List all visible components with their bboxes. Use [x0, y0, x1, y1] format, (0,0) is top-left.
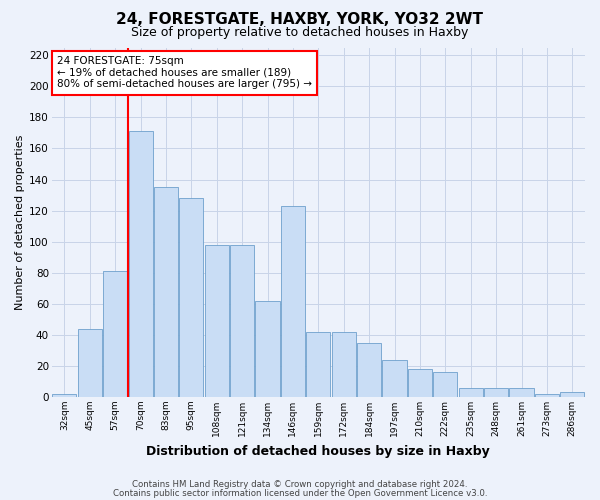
Bar [560, 392, 584, 397]
Text: 24, FORESTGATE, HAXBY, YORK, YO32 2WT: 24, FORESTGATE, HAXBY, YORK, YO32 2WT [116, 12, 484, 28]
Bar [78, 328, 102, 397]
Bar [332, 332, 356, 397]
Bar [179, 198, 203, 397]
Bar [103, 271, 127, 397]
Bar [382, 360, 407, 397]
Bar [408, 369, 432, 397]
Bar [128, 132, 152, 397]
Bar [535, 394, 559, 397]
Text: 24 FORESTGATE: 75sqm
← 19% of detached houses are smaller (189)
80% of semi-deta: 24 FORESTGATE: 75sqm ← 19% of detached h… [57, 56, 312, 90]
Text: Contains HM Land Registry data © Crown copyright and database right 2024.: Contains HM Land Registry data © Crown c… [132, 480, 468, 489]
Bar [281, 206, 305, 397]
Bar [230, 245, 254, 397]
Bar [484, 388, 508, 397]
Bar [52, 394, 76, 397]
Bar [306, 332, 331, 397]
Bar [357, 342, 381, 397]
Bar [205, 245, 229, 397]
Bar [256, 300, 280, 397]
Bar [509, 388, 533, 397]
Bar [433, 372, 457, 397]
Text: Contains public sector information licensed under the Open Government Licence v3: Contains public sector information licen… [113, 490, 487, 498]
Y-axis label: Number of detached properties: Number of detached properties [15, 134, 25, 310]
Bar [154, 188, 178, 397]
X-axis label: Distribution of detached houses by size in Haxby: Distribution of detached houses by size … [146, 444, 490, 458]
Bar [458, 388, 483, 397]
Text: Size of property relative to detached houses in Haxby: Size of property relative to detached ho… [131, 26, 469, 39]
